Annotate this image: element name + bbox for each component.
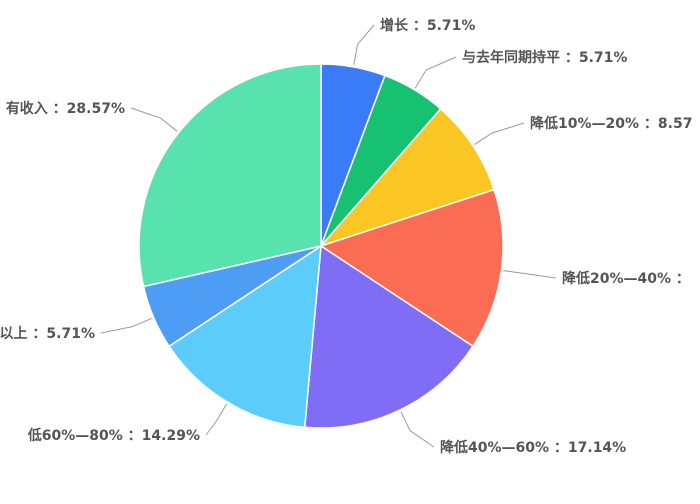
leader-line	[353, 24, 375, 66]
pie-slice[interactable]	[168, 244, 322, 429]
slice-data-label: 降低10%—20% ：8.57	[530, 115, 692, 132]
leader-line	[400, 411, 435, 448]
slice-data-label: 降低20%—40% ：	[562, 270, 690, 287]
leader-line	[503, 270, 557, 279]
leader-line	[205, 403, 228, 436]
slice-data-label: 有收入 ：28.57%	[6, 100, 125, 117]
leader-line	[474, 122, 525, 146]
slice-data-label: 降低40%—60% ：17.14%	[440, 439, 626, 456]
slice-data-label: 与去年同期持平 ：5.71%	[462, 49, 627, 66]
leader-line	[130, 107, 178, 132]
slices-layer	[138, 63, 504, 429]
leader-line	[414, 56, 457, 89]
pie-slice[interactable]	[138, 63, 322, 288]
slice-data-label: 增长 ：5.71%	[380, 17, 475, 34]
pie-slice[interactable]	[319, 188, 504, 348]
pie-slice[interactable]	[303, 244, 474, 429]
slice-data-label: 低60%—80% ：14.29%	[27, 427, 200, 444]
leader-line	[100, 317, 152, 334]
data-labels-layer: 增长 ：5.71% 与去年同期持平 ：5.71% 降低10%—20% ：8.57 降低…	[0, 17, 692, 456]
pie-slice[interactable]	[318, 107, 496, 248]
leader-lines-layer	[100, 24, 557, 448]
slice-data-label: 以上 ：5.71%	[0, 326, 95, 342]
